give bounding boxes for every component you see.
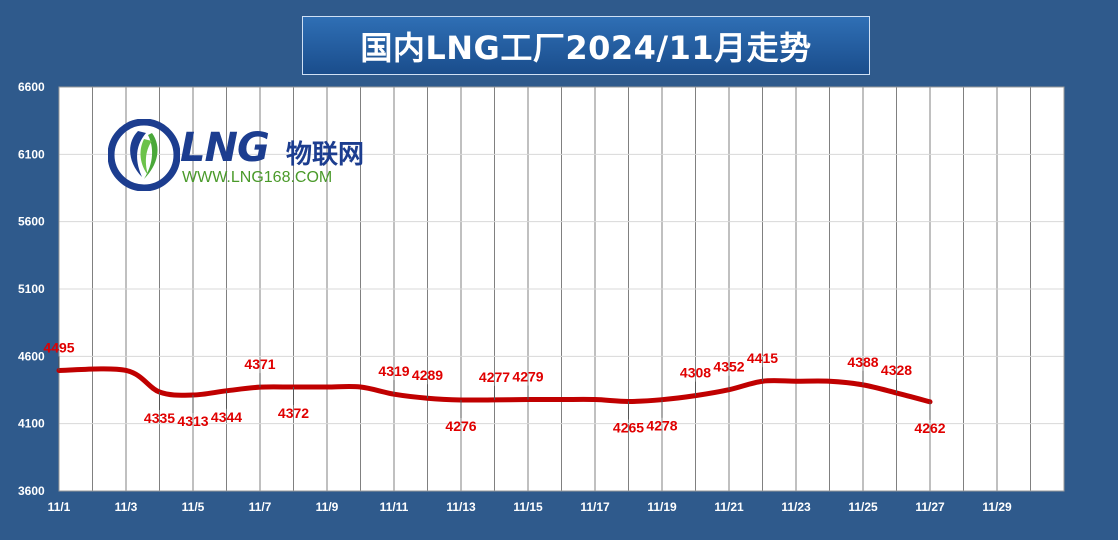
plot-border (58, 86, 1065, 492)
data-label: 4335 (144, 410, 175, 426)
y-tick-label: 6100 (18, 147, 45, 161)
x-tick-label: 11/15 (513, 500, 543, 514)
y-tick-label: 6600 (18, 80, 45, 94)
y-tick-label: 4100 (18, 417, 45, 431)
data-label: 4308 (680, 365, 711, 381)
x-tick-label: 11/1 (48, 500, 71, 514)
data-point (828, 379, 831, 383)
logo-url: WWW.LNG168.COM (182, 169, 333, 186)
data-label: 4344 (211, 409, 242, 425)
x-tick-label: 11/29 (982, 500, 1012, 514)
data-label: 4371 (244, 356, 275, 372)
x-tick-label: 11/17 (580, 500, 610, 514)
x-tick-label: 11/21 (714, 500, 744, 514)
logo-wordmark: LNG (180, 125, 270, 171)
y-tick-label: 5100 (18, 282, 45, 296)
data-label: 4495 (43, 339, 74, 355)
data-point (359, 385, 362, 389)
axis-ticks: 3600 4100 4600 5100 5600 6100 6600 11/1 11/3 11/5… (18, 80, 1012, 514)
x-tick-label: 11/11 (380, 500, 409, 514)
y-tick-label: 4600 (18, 349, 45, 363)
data-label: 4262 (914, 420, 945, 436)
x-tick-label: 11/3 (115, 500, 138, 514)
x-tick-label: 11/27 (915, 500, 945, 514)
data-label: 4289 (412, 367, 443, 383)
data-point (560, 398, 563, 402)
lng-logo: LNG 物联网 WWW.LNG168.COM (108, 117, 388, 195)
data-label: 4277 (479, 369, 510, 385)
x-tick-label: 11/19 (647, 500, 677, 514)
data-label: 4278 (646, 418, 677, 434)
data-label: 4415 (747, 350, 778, 366)
data-label: 4388 (847, 354, 878, 370)
grid-lines (58, 86, 1065, 492)
chart-title: 国内LNG工厂2024/11月走势 (360, 28, 812, 67)
y-tick-label: 3600 (18, 484, 45, 498)
logo-emblem-icon (108, 119, 180, 191)
data-label: 4352 (713, 359, 744, 375)
x-tick-label: 11/7 (249, 500, 272, 514)
data-label: 4372 (278, 405, 309, 421)
chart-title-box: 国内LNG工厂2024/11月走势 (302, 16, 870, 75)
data-point (124, 368, 128, 372)
data-point (794, 379, 798, 383)
x-tick-label: 11/9 (316, 500, 339, 514)
data-point (325, 385, 329, 389)
x-tick-label: 11/5 (182, 500, 205, 514)
x-tick-label: 11/25 (848, 500, 878, 514)
data-label: 4313 (177, 413, 208, 429)
data-label: 4328 (881, 362, 912, 378)
data-label: 4319 (378, 363, 409, 379)
x-tick-label: 11/23 (781, 500, 811, 514)
data-labels: 4495 4335 4313 4344 4371 4372 4319 4289 4276 4277… (43, 339, 945, 435)
x-tick-label: 11/13 (446, 500, 476, 514)
data-label: 4279 (512, 369, 543, 385)
data-label: 4265 (613, 419, 644, 435)
data-label: 4276 (445, 418, 476, 434)
data-point (593, 398, 597, 402)
y-tick-label: 5600 (18, 215, 45, 229)
logo-wordmark-cn: 物联网 (286, 140, 365, 170)
